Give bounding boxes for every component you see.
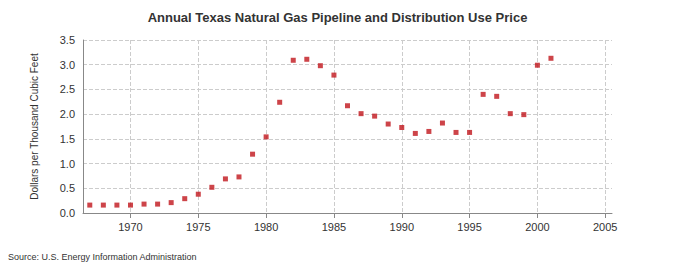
- svg-text:3.0: 3.0: [60, 59, 75, 71]
- svg-text:3.5: 3.5: [60, 34, 75, 46]
- svg-text:1985: 1985: [322, 221, 346, 233]
- svg-text:2005: 2005: [593, 221, 617, 233]
- svg-text:1970: 1970: [118, 221, 142, 233]
- svg-text:1.0: 1.0: [60, 158, 75, 170]
- svg-text:Source: U.S. Energy Informatio: Source: U.S. Energy Information Administ…: [8, 252, 197, 262]
- svg-text:2000: 2000: [525, 221, 549, 233]
- svg-text:1995: 1995: [457, 221, 481, 233]
- svg-text:1980: 1980: [254, 221, 278, 233]
- svg-text:2.0: 2.0: [60, 108, 75, 120]
- svg-text:1.5: 1.5: [60, 133, 75, 145]
- svg-text:2.5: 2.5: [60, 83, 75, 95]
- svg-text:Dollars per Thousand Cubic Fee: Dollars per Thousand Cubic Feet: [29, 53, 40, 200]
- svg-text:0.0: 0.0: [60, 207, 75, 219]
- svg-text:1990: 1990: [390, 221, 414, 233]
- svg-text:1975: 1975: [186, 221, 210, 233]
- svg-text:0.5: 0.5: [60, 182, 75, 194]
- svg-text:Annual Texas Natural Gas Pipel: Annual Texas Natural Gas Pipeline and Di…: [148, 10, 528, 25]
